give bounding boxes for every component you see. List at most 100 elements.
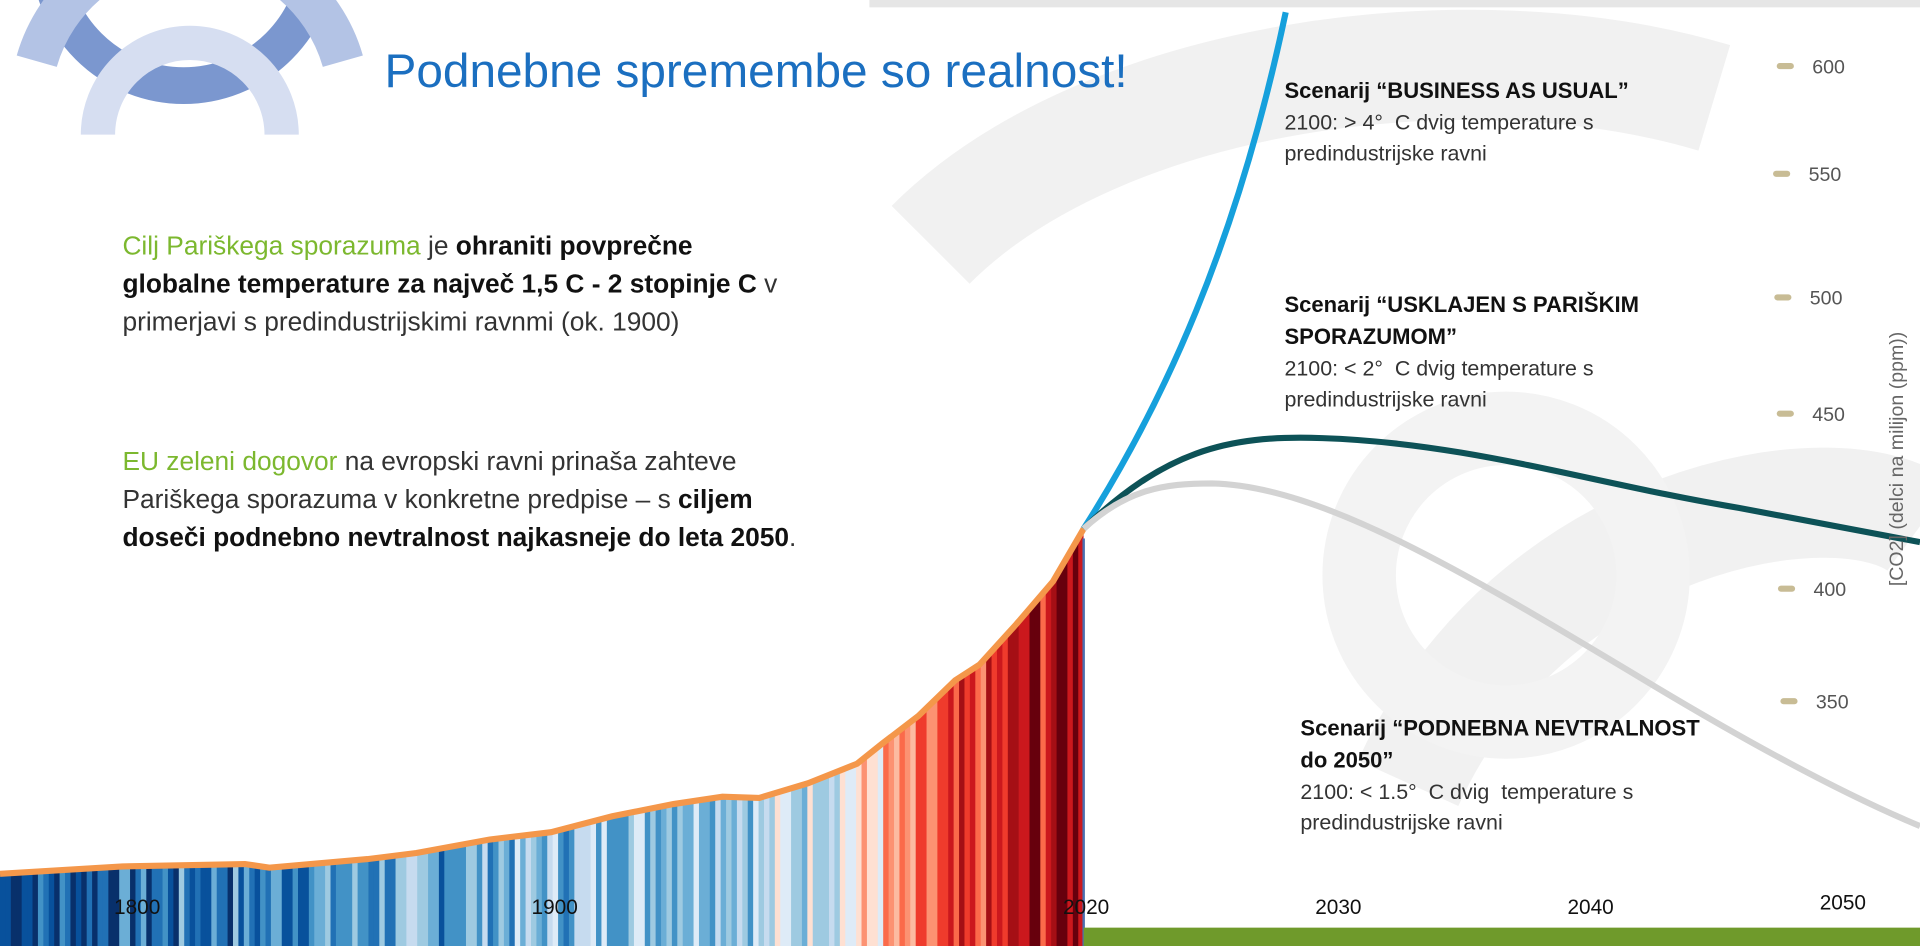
stripe — [5, 490, 11, 946]
stripe — [379, 490, 385, 946]
stripe — [1029, 490, 1035, 946]
text-run: primerjavi s predindustrijskimi ravnmi (… — [122, 306, 679, 336]
stripe — [791, 490, 797, 946]
stripe — [829, 490, 835, 946]
green-bar — [1084, 928, 1920, 946]
scenario-detail: 2100: > 4° C dvig temperature s — [1284, 111, 1593, 135]
stripe — [1073, 490, 1079, 946]
stripe — [851, 490, 857, 946]
scenario-detail: 2100: < 1.5° C dvig temperature s — [1300, 780, 1633, 804]
stripe — [986, 490, 992, 946]
stripe — [824, 490, 830, 946]
stripe — [33, 490, 39, 946]
stripe — [352, 490, 358, 946]
stripe — [531, 490, 537, 946]
stripe — [92, 490, 98, 946]
paragraph-line: globalne temperature za največ 1,5 C - 2… — [122, 268, 778, 298]
stripe — [130, 490, 136, 946]
stripe — [471, 490, 477, 946]
divider — [1082, 538, 1084, 946]
stripe — [764, 490, 770, 946]
co2-tick-label: 600 — [1812, 56, 1845, 78]
stripe — [103, 490, 109, 946]
stripe — [65, 490, 71, 946]
stripe — [320, 490, 326, 946]
stripe — [504, 490, 510, 946]
stripe — [444, 490, 450, 946]
stripe — [574, 490, 580, 946]
stripe — [363, 490, 369, 946]
stripe — [385, 490, 391, 946]
stripe — [786, 490, 792, 946]
stripe — [509, 490, 515, 946]
stripe — [731, 490, 737, 946]
tick-dash — [1777, 411, 1794, 417]
stripe — [358, 490, 364, 946]
stripe — [439, 490, 445, 946]
stripe — [157, 490, 163, 946]
stripe — [672, 490, 678, 946]
stripe — [970, 490, 976, 946]
stripe — [206, 490, 212, 946]
paragraph-line: doseči podnebno nevtralnost najkasneje d… — [122, 522, 796, 552]
stripe — [325, 490, 331, 946]
stripe — [466, 490, 472, 946]
scenario-title: do 2050” — [1300, 747, 1393, 772]
stripe — [862, 490, 868, 946]
stripe — [184, 490, 190, 946]
stripe — [872, 490, 878, 946]
stripe — [179, 490, 185, 946]
stripe — [629, 490, 635, 946]
stripe — [1035, 490, 1041, 946]
logo — [37, 0, 343, 135]
year-label: 1900 — [532, 896, 578, 919]
stripe — [688, 490, 694, 946]
stripe — [704, 490, 710, 946]
stripe — [1046, 490, 1052, 946]
stripe — [428, 490, 434, 946]
text-run: v — [757, 268, 778, 298]
stripe — [43, 490, 49, 946]
stripe — [954, 490, 960, 946]
stripe — [927, 490, 933, 946]
stripe — [228, 490, 234, 946]
stripe — [1057, 490, 1063, 946]
stripe — [390, 490, 396, 946]
stripe — [276, 490, 282, 946]
stripe — [585, 490, 591, 946]
stripe — [943, 490, 949, 946]
text-run: na evropski ravni prinaša zahteve — [337, 446, 736, 476]
tick-dash — [1773, 171, 1790, 177]
stripe — [845, 490, 851, 946]
stripe — [423, 490, 429, 946]
stripe — [726, 490, 732, 946]
stripe — [87, 490, 93, 946]
stripe — [526, 490, 532, 946]
stripe — [255, 490, 261, 946]
stripe — [715, 490, 721, 946]
stripe — [932, 490, 938, 946]
stripe — [482, 490, 488, 946]
stripe — [347, 490, 353, 946]
stripe — [331, 490, 337, 946]
tick-dash — [1780, 698, 1797, 704]
co2-tick-label: 450 — [1812, 404, 1845, 426]
stripe — [748, 490, 754, 946]
stripe — [38, 490, 44, 946]
stripe — [699, 490, 705, 946]
stripe — [797, 490, 803, 946]
paragraph-line: Cilj Pariškega sporazuma je ohraniti pov… — [122, 231, 692, 261]
tick-dash — [1774, 294, 1791, 300]
text-run: je — [421, 231, 456, 261]
stripe — [992, 490, 998, 946]
stripe — [612, 490, 618, 946]
stripe — [314, 490, 320, 946]
slide: Podnebne spremembe so realnost! Cilj Par… — [0, 0, 1920, 946]
stripe — [119, 490, 125, 946]
stripe — [114, 490, 120, 946]
text-run: doseči podnebno nevtralnost najkasneje d… — [122, 522, 789, 552]
stripe — [1002, 490, 1008, 946]
stripe — [222, 490, 228, 946]
stripe — [22, 490, 28, 946]
scenario-detail: predindustrijske ravni — [1284, 387, 1486, 411]
